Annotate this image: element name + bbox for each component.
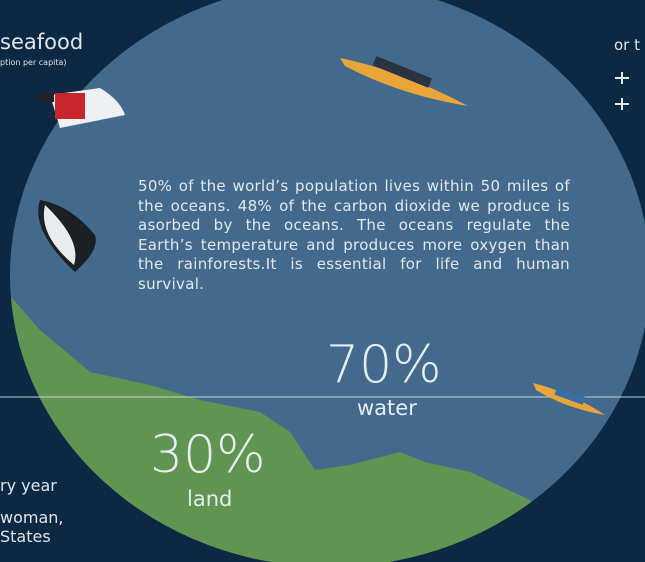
description: 50% of the world’s population lives with… <box>138 177 570 293</box>
land-area <box>10 295 560 562</box>
right-text: or t <box>614 36 640 54</box>
plane-icons <box>615 72 629 110</box>
boat <box>38 200 96 272</box>
boat <box>533 383 605 415</box>
left-subtitle: ption per capita) <box>0 58 67 67</box>
left-title: seafood <box>0 30 84 54</box>
land-percent: 30% <box>150 425 266 485</box>
water-percent: 70% <box>326 335 442 395</box>
boat <box>38 88 125 128</box>
land-label: land <box>187 487 233 511</box>
boat <box>340 55 468 106</box>
left-text: woman, <box>0 508 64 527</box>
left-text: States <box>0 527 51 546</box>
water-label: water <box>357 396 417 420</box>
left-text: ry year <box>0 476 57 495</box>
